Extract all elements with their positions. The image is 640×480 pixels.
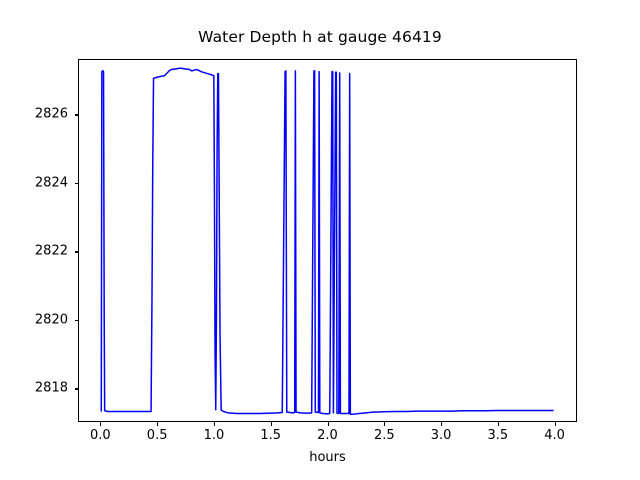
data-line-series [79,60,576,421]
x-tick-mark [270,422,272,426]
x-tick-label: 4.0 [544,428,565,443]
x-tick-mark [327,422,329,426]
page-title: Water Depth h at gauge 46419 [198,28,442,46]
x-tick-label: 0.0 [90,428,111,443]
x-tick-mark [100,422,102,426]
x-tick-label: 0.5 [146,428,168,443]
y-tick-label: 2818 [34,380,68,396]
x-tick-mark [441,422,443,426]
x-tick-label: 1.0 [203,428,225,443]
y-tick-mark [74,114,78,116]
y-tick-label: 2824 [34,175,68,191]
x-tick-mark [384,422,386,426]
y-tick-mark [74,251,78,253]
x-tick-mark [497,422,499,426]
x-tick-label: 3.0 [430,428,452,443]
x-tick-mark [554,422,556,426]
y-tick-label: 2826 [34,106,68,122]
x-tick-label: 3.5 [487,428,509,443]
y-tick-label: 2822 [34,243,68,259]
y-tick-mark [74,182,78,185]
x-axis-label: hours [309,450,346,465]
plot-area [78,59,577,422]
y-tick-mark [74,388,78,390]
y-tick-label: 2820 [34,312,68,328]
x-tick-mark [157,422,159,426]
x-tick-label: 1.5 [260,428,282,443]
x-tick-label: 2.5 [373,428,395,443]
x-tick-mark [213,422,216,426]
x-tick-label: 2.0 [317,428,338,443]
y-tick-mark [74,319,78,322]
